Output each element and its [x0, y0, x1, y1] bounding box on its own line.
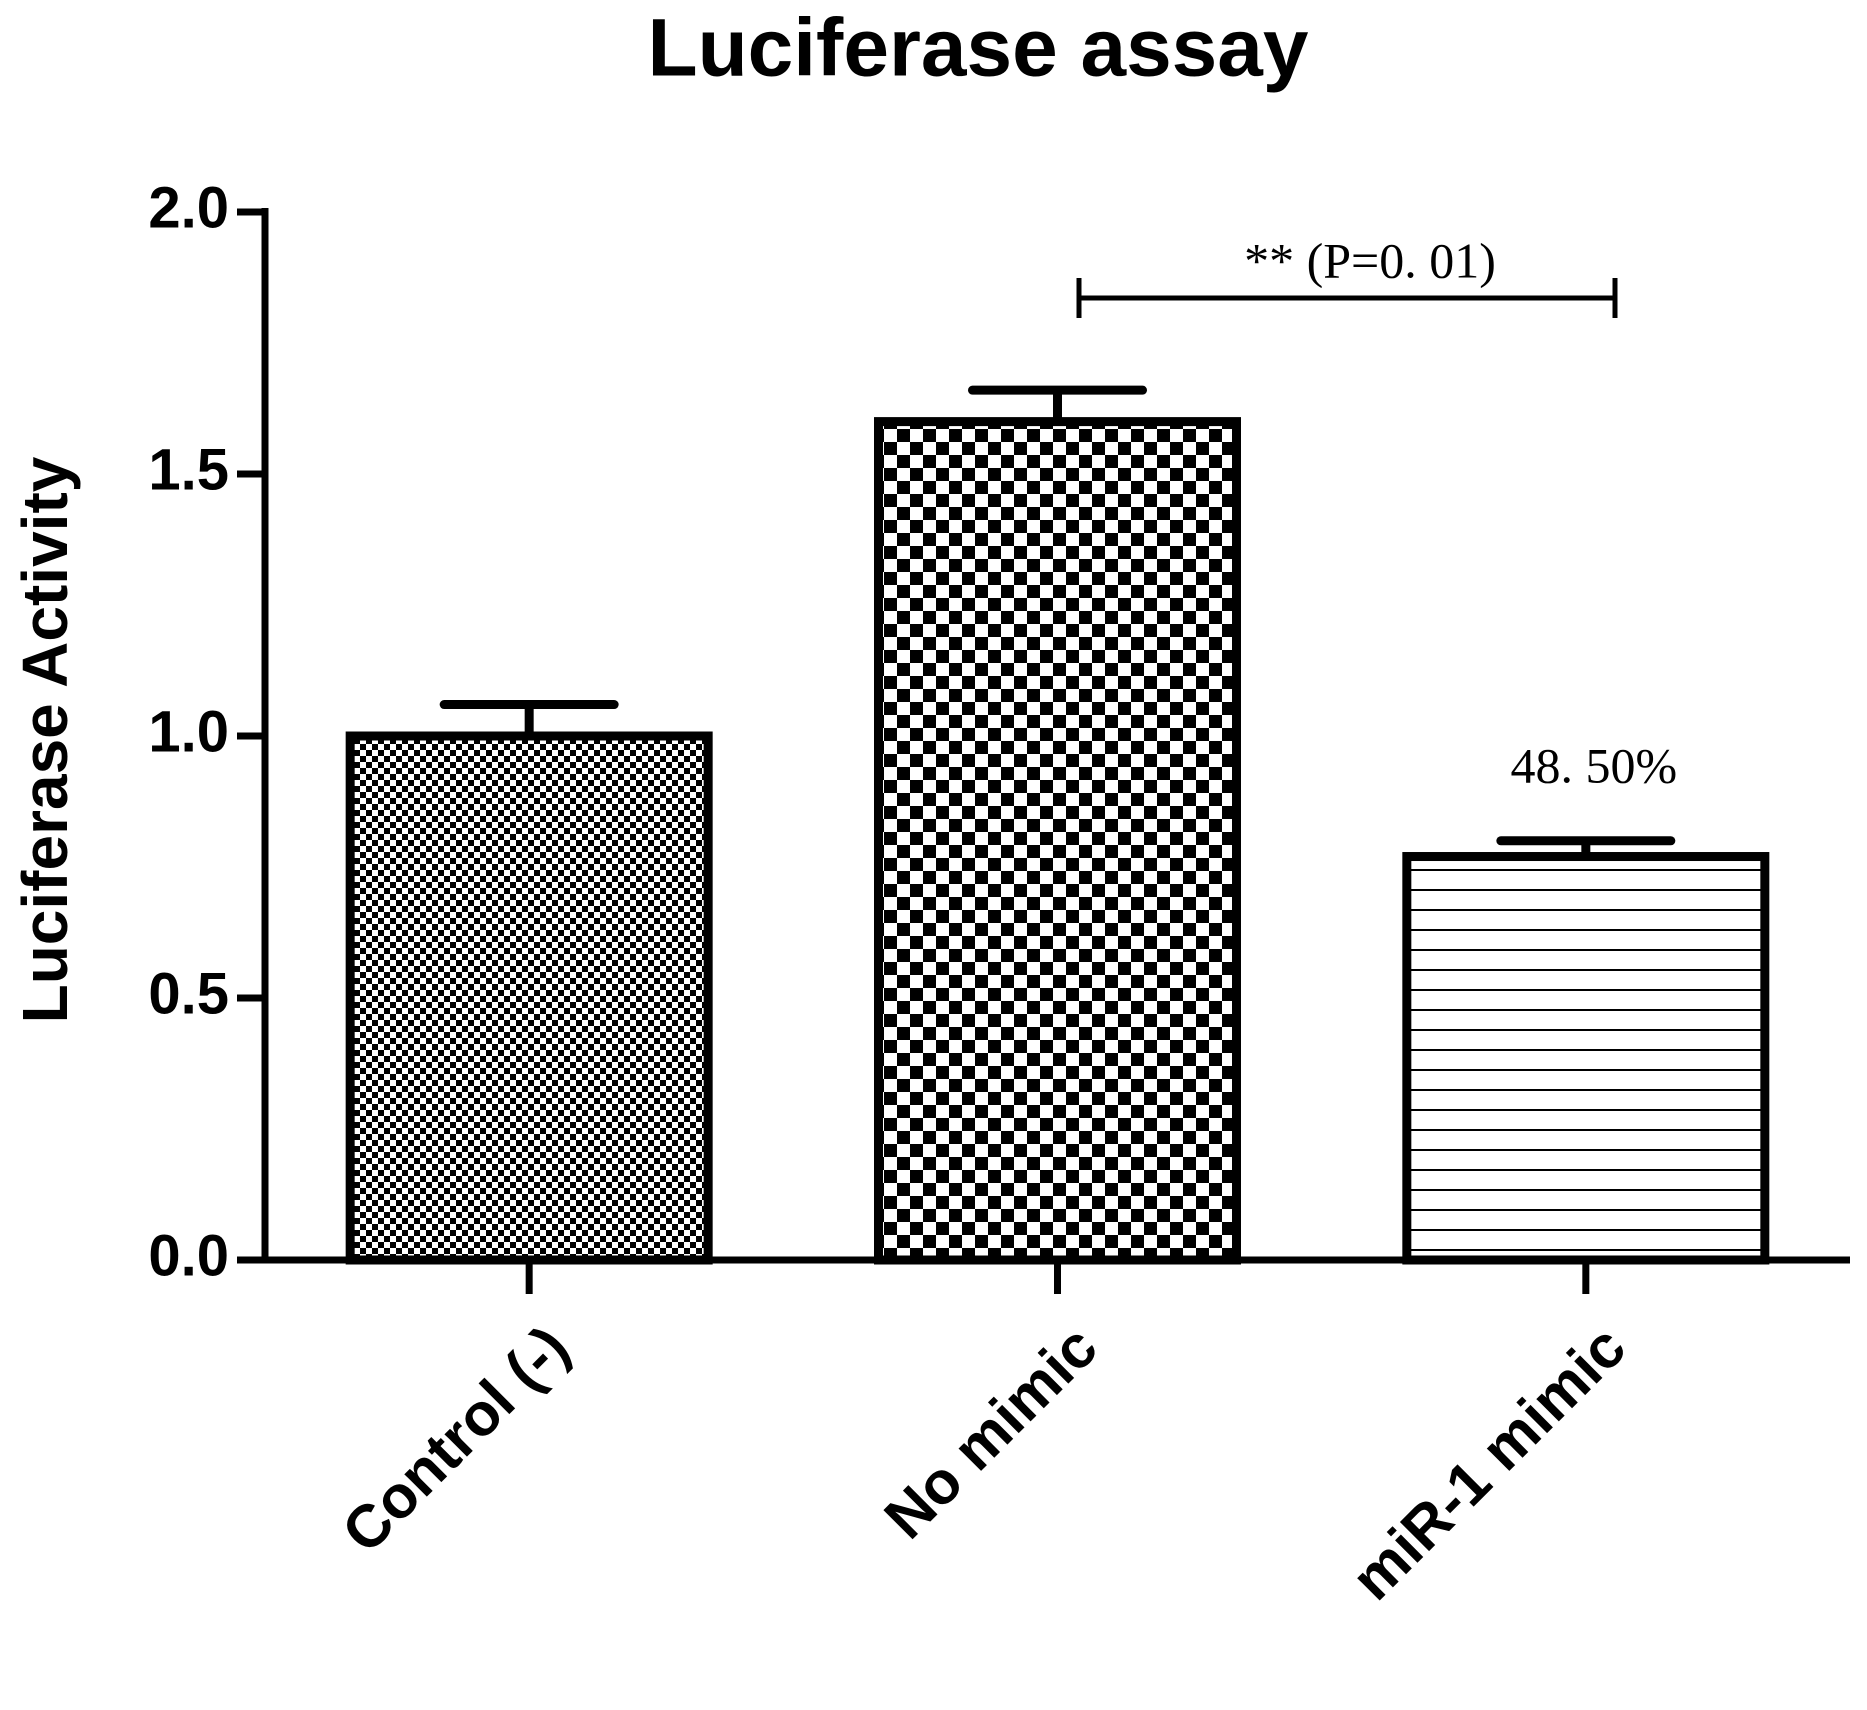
chart-title: Luciferase assay [647, 3, 1308, 94]
x-tick-label: No mimic [872, 1313, 1110, 1551]
significance-bracket [1076, 278, 1618, 318]
bar [1402, 852, 1770, 1265]
y-tick-label: 1.0 [148, 699, 229, 764]
x-tick-label: miR-1 mimic [1339, 1313, 1639, 1613]
bar [345, 731, 713, 1265]
bar [874, 417, 1241, 1265]
x-tick-label: Control (-) [329, 1313, 581, 1565]
y-axis-label: Luciferase Activity [9, 456, 81, 1023]
y-tick-label: 0.5 [148, 961, 229, 1026]
percent-label: 48. 50% [1511, 737, 1678, 793]
significance-label: ** (P=0. 01) [1244, 232, 1496, 288]
y-tick-label: 0.0 [148, 1223, 229, 1288]
y-tick-label: 1.5 [148, 437, 229, 502]
y-tick-label: 2.0 [148, 175, 229, 240]
